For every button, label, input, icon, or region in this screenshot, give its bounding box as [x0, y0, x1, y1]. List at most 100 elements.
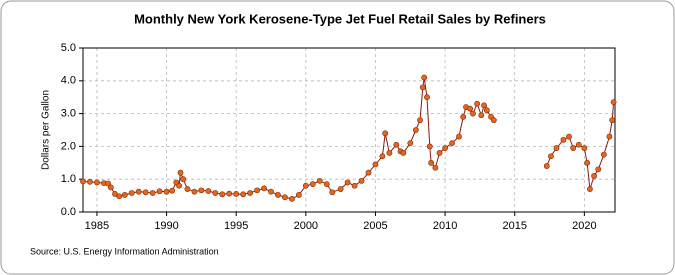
marker [344, 179, 351, 186]
marker [478, 112, 485, 119]
marker [386, 150, 393, 156]
marker [566, 133, 572, 140]
marker [358, 177, 365, 184]
marker [432, 164, 439, 171]
source: Source: U.S. Energy Information Administ… [30, 246, 219, 256]
marker [295, 192, 302, 198]
marker [470, 110, 476, 117]
y-tick-label: 4.0 [61, 75, 76, 87]
marker [219, 191, 226, 198]
marker [456, 133, 462, 140]
marker [584, 159, 591, 166]
marker [205, 188, 212, 194]
marker [180, 176, 187, 183]
marker [212, 190, 219, 196]
marker [417, 117, 423, 124]
marker [105, 180, 111, 187]
marker [351, 182, 358, 189]
marker [407, 140, 414, 147]
x-tick-label: 2005 [363, 220, 387, 232]
marker [268, 188, 274, 195]
marker [289, 195, 295, 202]
x-tick-label: 2020 [572, 220, 596, 232]
marker [393, 141, 400, 148]
marker [428, 159, 435, 166]
marker [449, 140, 455, 147]
x-tick-label: 2015 [502, 220, 526, 232]
marker [606, 133, 613, 140]
x-tick-label: 1990 [154, 220, 178, 232]
marker [116, 193, 123, 200]
marker [176, 182, 182, 189]
marker [329, 189, 336, 196]
marker [177, 169, 184, 176]
marker [226, 190, 233, 197]
y-tick-label: 1.0 [61, 173, 76, 185]
marker [337, 186, 344, 192]
marker [275, 192, 281, 198]
marker [412, 127, 419, 133]
marker [156, 188, 163, 195]
marker [282, 194, 288, 201]
y-tick-label: 5.0 [61, 42, 76, 54]
marker [191, 188, 198, 195]
marker [135, 188, 142, 195]
marker [94, 179, 100, 186]
marker [581, 145, 588, 151]
marker [483, 107, 490, 114]
marker [261, 185, 267, 192]
marker [233, 191, 240, 197]
marker [609, 117, 616, 124]
marker [316, 177, 323, 184]
marker [481, 102, 487, 109]
marker [421, 74, 428, 81]
marker [302, 182, 309, 189]
plot-area [82, 47, 616, 213]
marker [587, 186, 593, 192]
marker [419, 84, 426, 91]
marker [591, 173, 598, 179]
marker [474, 100, 481, 107]
marker [400, 150, 407, 156]
x-tick-label: 2010 [433, 220, 457, 232]
marker [169, 187, 176, 194]
marker [149, 190, 156, 196]
marker [543, 163, 550, 169]
marker [382, 130, 389, 137]
marker [560, 136, 567, 143]
marker [240, 191, 247, 198]
marker [198, 187, 205, 194]
marker [460, 113, 467, 120]
marker [595, 166, 602, 173]
chart-title: Monthly New York Kerosene-Type Jet Fuel … [134, 11, 546, 26]
x-tick-label: 1995 [224, 220, 248, 232]
marker [548, 153, 554, 160]
marker [467, 105, 474, 112]
y-tick-label: 0.0 [61, 206, 76, 218]
marker [254, 187, 260, 194]
marker [570, 145, 577, 151]
marker [309, 181, 316, 188]
x-tick-label: 1985 [85, 220, 109, 232]
y-axis-label: Dollars per Gallon [41, 90, 52, 170]
marker [80, 178, 86, 185]
marker [600, 151, 607, 158]
marker [424, 94, 430, 101]
marker [87, 178, 93, 185]
marker [372, 161, 379, 168]
marker [490, 117, 497, 124]
marker [365, 169, 372, 176]
marker [610, 99, 617, 106]
marker [323, 181, 330, 188]
marker [121, 192, 128, 198]
marker [142, 189, 149, 196]
marker [163, 188, 170, 195]
marker [442, 145, 448, 151]
marker [107, 184, 114, 191]
marker [128, 190, 135, 196]
y-tick-label: 2.0 [61, 140, 76, 152]
marker [184, 186, 191, 192]
marker [575, 141, 582, 148]
